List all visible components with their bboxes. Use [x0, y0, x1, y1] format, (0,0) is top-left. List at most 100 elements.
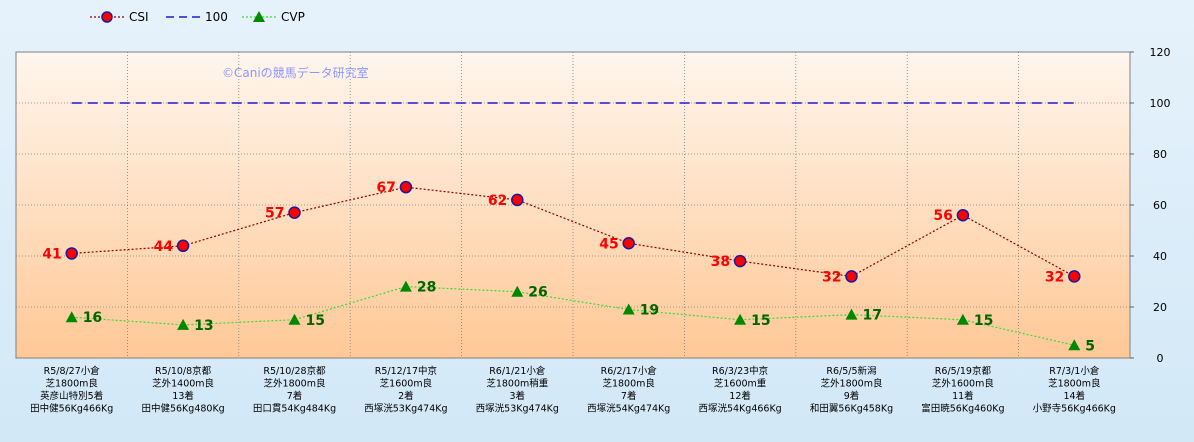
cvp-point — [734, 313, 747, 325]
csi-data-label: 57 — [265, 206, 284, 222]
y-tick-label: 20 — [1153, 301, 1167, 314]
cvp-data-label: 15 — [751, 313, 770, 329]
x-category-line: 芝外1400m良 — [152, 378, 214, 390]
x-category-line: 田口貫54Kg484Kg — [253, 404, 336, 415]
x-category-line: 9着 — [844, 390, 860, 402]
x-category-line: 芝1600m良 — [380, 378, 433, 390]
x-category-label: R5/8/27小倉芝1800m良英彦山特別5着田中健56Kg466Kg — [30, 365, 113, 415]
csi-point — [511, 193, 524, 207]
csi-point — [399, 180, 413, 194]
cvp-point — [1068, 339, 1081, 351]
x-category-line: 英彦山特別5着 — [40, 390, 103, 402]
legend-label-csi: CSI — [129, 10, 149, 24]
x-category-line: R6/5/19京都 — [935, 365, 992, 377]
x-category-line: 3着 — [510, 390, 526, 402]
x-category-label: R5/10/28京都芝外1800m良 7着田口貫54Kg484Kg — [253, 365, 336, 415]
x-category-line: R5/8/27小倉 — [44, 365, 101, 377]
x-category-line: R5/10/8京都 — [155, 365, 212, 377]
legend-label-100: 100 — [205, 10, 228, 24]
csi-data-label: 62 — [488, 193, 507, 209]
y-tick-label: 100 — [1150, 97, 1171, 110]
csi-data-label: 56 — [933, 208, 952, 224]
csi-point — [622, 237, 635, 250]
cvp-point — [65, 311, 78, 323]
csi-point — [288, 206, 301, 219]
cvp-data-label: 15 — [306, 313, 325, 329]
x-category-line: 7着 — [621, 390, 637, 402]
x-category-line: 11着 — [952, 390, 974, 402]
csi-data-label: 38 — [711, 254, 730, 270]
cvp-point — [956, 313, 969, 325]
x-category-label: R7/3/1小倉芝1800m良 14着小野寺56Kg466Kg — [1033, 365, 1116, 415]
watermark-text: ©Caniの競馬データ研究室 — [222, 65, 369, 80]
csi-data-label: 44 — [154, 239, 174, 255]
csi-data-label: 45 — [599, 236, 618, 252]
x-category-line: 芝1800m良 — [602, 378, 655, 390]
x-category-line: 田中健56Kg466Kg — [30, 403, 113, 415]
x-category-line: R6/5/5新潟 — [826, 365, 876, 377]
legend-swatch-csi-marker — [101, 11, 113, 23]
y-tick-label: 120 — [1150, 46, 1171, 59]
x-category-label: R6/2/17小倉芝1800m良 7着西塚洸54Kg474Kg — [587, 365, 670, 415]
series-line-csi — [71, 186, 1075, 278]
x-category-label: R6/5/5新潟芝外1800m良 9着和田翼56Kg458Kg — [810, 365, 893, 415]
x-category-line: 芝外1800m良 — [821, 378, 883, 390]
x-category-line: R7/3/1小倉 — [1049, 365, 1100, 377]
x-category-line: 和田翼56Kg458Kg — [810, 404, 893, 415]
x-category-label: R5/12/17中京芝1600m良 2着西塚洸53Kg474Kg — [364, 365, 447, 415]
cvp-data-label: 16 — [83, 310, 102, 326]
csi-point — [733, 254, 747, 268]
legend-label-cvp: CVP — [281, 10, 305, 24]
y-tick-label: 80 — [1153, 148, 1167, 161]
cvp-point — [845, 308, 858, 320]
y-tick-label: 0 — [1157, 352, 1164, 365]
cvp-point — [177, 318, 190, 330]
x-category-line: 芝1800m良 — [1048, 378, 1101, 390]
x-category-line: R6/2/17小倉 — [601, 365, 658, 377]
x-category-line: R5/10/28京都 — [263, 365, 326, 377]
x-category-line: 芝外1800m良 — [264, 378, 326, 390]
x-category-line: 芝1600m重 — [714, 378, 767, 390]
x-category-line: 富田暁56Kg460Kg — [921, 403, 1004, 415]
x-category-line: 西塚洸53Kg474Kg — [476, 403, 559, 415]
y-tick-label: 40 — [1153, 250, 1167, 263]
cvp-point — [288, 313, 301, 325]
x-category-label: R6/3/23中京芝1600m重 12着西塚洸54Kg466Kg — [698, 365, 781, 415]
cvp-point — [511, 285, 524, 297]
cvp-data-label: 15 — [974, 313, 993, 329]
x-category-line: 田中健56Kg480Kg — [141, 403, 224, 415]
csi-data-label: 32 — [1045, 269, 1064, 285]
x-category-line: R6/3/23中京 — [712, 365, 768, 377]
x-category-line: 西塚洸54Kg474Kg — [587, 403, 670, 415]
csi-data-label: 67 — [376, 180, 395, 196]
x-category-line: 芝1800m稍重 — [486, 378, 548, 390]
csi-point — [845, 270, 858, 283]
x-category-line: R5/12/17中京 — [375, 365, 437, 377]
cvp-data-label: 28 — [417, 280, 436, 296]
cvp-point — [399, 280, 412, 292]
x-category-line: 14着 — [1064, 390, 1086, 402]
x-category-line: R6/1/21小倉 — [489, 365, 546, 377]
csi-data-label: 32 — [822, 269, 841, 285]
csi-point — [176, 239, 190, 253]
cvp-data-label: 19 — [640, 303, 659, 319]
csi-data-label: 41 — [42, 246, 61, 262]
cvp-data-label: 13 — [194, 318, 213, 334]
x-category-line: 小野寺56Kg466Kg — [1033, 404, 1116, 415]
x-category-line: 7着 — [287, 390, 303, 402]
legend-swatch-cvp-marker — [253, 11, 265, 22]
cvp-data-label: 17 — [863, 308, 882, 324]
x-category-line: 西塚洸53Kg474Kg — [364, 403, 447, 415]
x-category-label: R5/10/8京都芝外1400m良 13着田中健56Kg480Kg — [141, 365, 224, 415]
x-category-line: 12着 — [729, 390, 751, 402]
x-category-line: 西塚洸54Kg466Kg — [698, 403, 781, 415]
x-category-line: 2着 — [398, 390, 414, 402]
cvp-data-label: 5 — [1085, 338, 1095, 354]
csi-point — [1068, 270, 1081, 283]
cvp-point — [622, 303, 635, 315]
csi-point — [956, 208, 970, 222]
x-category-line: 芝外1600m良 — [932, 378, 994, 390]
y-tick-label: 60 — [1153, 199, 1167, 212]
cvp-data-label: 26 — [528, 285, 547, 301]
